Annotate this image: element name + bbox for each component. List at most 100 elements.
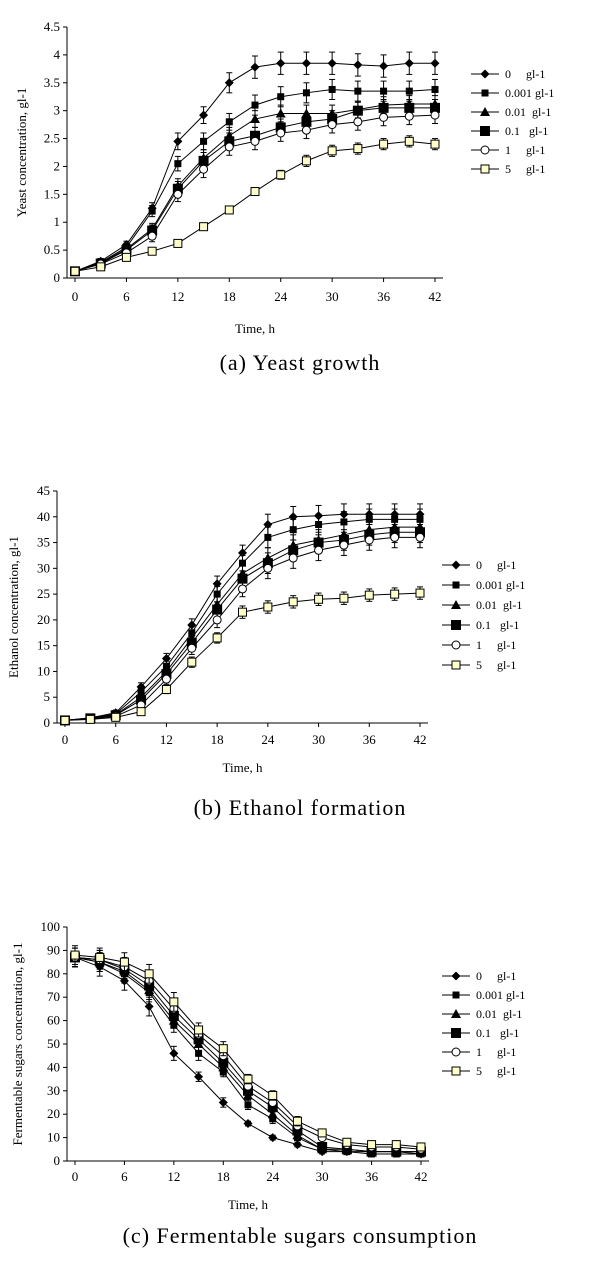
legend-marker: [451, 660, 461, 670]
y-tick-label: 70: [47, 989, 60, 1004]
legend-label: 0.01 gl-1: [476, 598, 522, 612]
data-point: [85, 714, 95, 724]
x-tick-label: 12: [160, 732, 173, 747]
x-tick-label: 0: [72, 1169, 79, 1184]
data-point: [144, 1002, 154, 1012]
data-point: [250, 62, 260, 72]
legend-marker: [480, 145, 490, 155]
x-tick-label: 18: [223, 289, 236, 304]
series-5: [60, 586, 425, 725]
data-point: [404, 111, 414, 121]
legend-marker: [452, 581, 460, 589]
legend-label: 0.1 gl-1: [476, 1026, 519, 1040]
data-point: [288, 553, 298, 563]
data-point: [144, 969, 154, 979]
data-point: [239, 559, 246, 567]
data-point: [212, 633, 222, 643]
y-tick-label: 0: [54, 270, 61, 285]
x-axis-label: Time, h: [228, 1197, 268, 1212]
data-point: [238, 548, 247, 558]
data-point: [224, 205, 234, 215]
data-point: [70, 950, 80, 960]
x-tick-label: 6: [123, 289, 130, 304]
legend-marker: [480, 69, 490, 79]
data-point: [380, 87, 388, 95]
data-point: [137, 688, 145, 696]
data-point: [268, 1133, 278, 1143]
data-point: [169, 1048, 179, 1058]
data-point: [136, 707, 146, 717]
legend: 0 gl-1 0.001 gl-1 0.01 gl-1 0.1 gl-1 1 gl-1 5…: [471, 67, 554, 176]
y-tick-label: 80: [47, 966, 60, 981]
x-tick-label: 12: [167, 1169, 180, 1184]
data-point: [169, 997, 179, 1007]
data-point: [315, 521, 323, 529]
data-point: [301, 156, 311, 166]
data-point: [161, 684, 171, 694]
data-point: [276, 128, 286, 138]
data-point: [391, 1146, 402, 1157]
data-point: [430, 139, 440, 149]
data-point: [314, 545, 324, 555]
data-point: [251, 101, 259, 109]
series-4: [60, 526, 425, 725]
data-point: [238, 584, 247, 594]
data-point: [302, 89, 310, 97]
legend: 0 gl-1 0.001 gl-1 0.01 gl-1 0.1 gl-1 1 gl-1 5…: [442, 969, 525, 1078]
data-point: [276, 170, 286, 180]
x-tick-label: 36: [363, 732, 377, 747]
data-point: [212, 615, 222, 625]
data-point: [60, 715, 70, 725]
data-point: [95, 952, 105, 962]
legend-label: 0.001 gl-1: [476, 578, 525, 592]
data-point: [136, 694, 147, 705]
y-tick-label: 10: [37, 663, 50, 678]
x-tick-label: 24: [261, 732, 275, 747]
data-point: [339, 593, 349, 603]
data-point: [327, 146, 337, 156]
legend-marker: [451, 560, 461, 570]
x-tick-label: 42: [429, 289, 442, 304]
data-point: [250, 187, 260, 197]
data-point: [289, 526, 297, 534]
data-point: [195, 1049, 203, 1057]
y-tick-label: 25: [37, 586, 50, 601]
y-tick-label: 2: [54, 158, 61, 173]
legend-marker: [451, 620, 461, 630]
sugar-consumption-caption: (c) Fermentable sugars consumption: [122, 1223, 478, 1248]
legend-marker: [451, 600, 461, 609]
legend-marker: [451, 971, 461, 981]
ethanol-formation-caption: (b) Ethanol formation: [193, 795, 407, 820]
y-tick-label: 50: [47, 1036, 60, 1051]
legend-marker: [451, 1066, 461, 1076]
data-point: [430, 58, 440, 68]
data-point: [218, 1044, 228, 1054]
legend-marker: [481, 89, 489, 97]
sugar-consumption-panel: 0 10 20 30 40 50 60 70 80 90 100 0 6 12 18 24 30 36 42 Time…: [0, 905, 600, 1264]
y-tick-label: 45: [37, 483, 50, 498]
data-point: [250, 114, 260, 124]
legend: 0 gl-1 0.001 gl-1 0.01 gl-1 0.1 gl-1 1 gl-1 5…: [442, 558, 525, 672]
data-point: [225, 118, 233, 126]
x-tick-label: 6: [121, 1169, 128, 1184]
data-point: [379, 112, 389, 122]
y-tick-label: 30: [47, 1083, 60, 1098]
x-tick-label: 42: [414, 732, 427, 747]
x-tick-label: 24: [274, 289, 288, 304]
legend-marker: [451, 1028, 461, 1038]
data-point: [187, 657, 197, 667]
data-point: [173, 136, 183, 146]
data-point: [416, 1142, 426, 1152]
legend-marker: [480, 107, 490, 116]
data-point: [267, 1109, 278, 1119]
data-point: [354, 87, 362, 95]
data-point: [341, 1144, 352, 1155]
data-point: [405, 87, 413, 95]
y-tick-label: 3: [54, 103, 61, 118]
legend-marker: [480, 126, 490, 136]
data-point: [340, 518, 348, 526]
data-point: [339, 540, 349, 550]
legend-label: 0.01 gl-1: [476, 1007, 522, 1021]
data-point: [275, 108, 286, 118]
y-tick-label: 0.5: [44, 242, 60, 257]
